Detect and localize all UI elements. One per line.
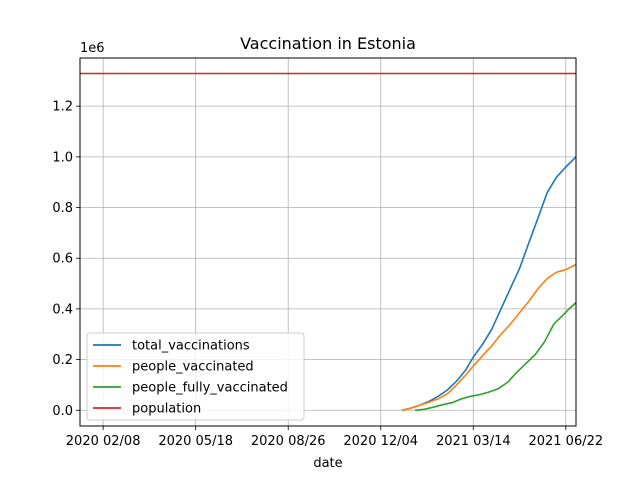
x-tick-label: 2021 03/14 [436, 434, 511, 449]
y-axis-ticks: 0.0 0.2 0.4 0.6 0.8 1.0 1.2 [52, 100, 80, 419]
chart-title: Vaccination in Estonia [240, 34, 416, 53]
y-tick-label: 1.2 [52, 100, 73, 115]
y-offset-label: 1e6 [80, 41, 105, 56]
y-tick-label: 0.0 [52, 404, 73, 419]
series-line-people-fully-vaccinated [414, 302, 577, 412]
series-lines [80, 72, 577, 412]
x-tick-label: 2020 08/26 [251, 434, 326, 449]
x-tick-label: 2020 05/18 [158, 434, 233, 449]
legend-box [86, 332, 305, 421]
y-tick-label: 0.6 [52, 252, 73, 267]
series-line-total-vaccinations [401, 156, 577, 412]
y-tick-label: 1.0 [52, 150, 73, 165]
x-tick-label: 2020 02/08 [66, 434, 141, 449]
x-axis-ticks: 2020 02/08 2020 05/18 2020 08/26 2020 12/04… [66, 426, 603, 449]
legend-label-total-vaccinations: total_vaccinations [132, 339, 250, 354]
x-tick-label: 2020 12/04 [343, 434, 418, 449]
legend-label-people-fully-vaccinated: people_fully_vaccinated [132, 381, 288, 396]
y-tick-label: 0.8 [52, 201, 73, 216]
plot-frame [79, 57, 577, 427]
series-line-people-vaccinated [401, 263, 577, 412]
x-tick-label: 2021 06/22 [528, 434, 603, 449]
legend: total_vaccinations people_vaccinatedpeopl… [86, 332, 305, 421]
x-axis-label: date [313, 456, 342, 471]
y-tick-label: 0.4 [52, 302, 73, 317]
legend-label-people-vaccinated: people_vaccinated [132, 360, 254, 375]
legend-label-population: population [132, 402, 201, 417]
y-tick-label: 0.2 [52, 353, 73, 368]
